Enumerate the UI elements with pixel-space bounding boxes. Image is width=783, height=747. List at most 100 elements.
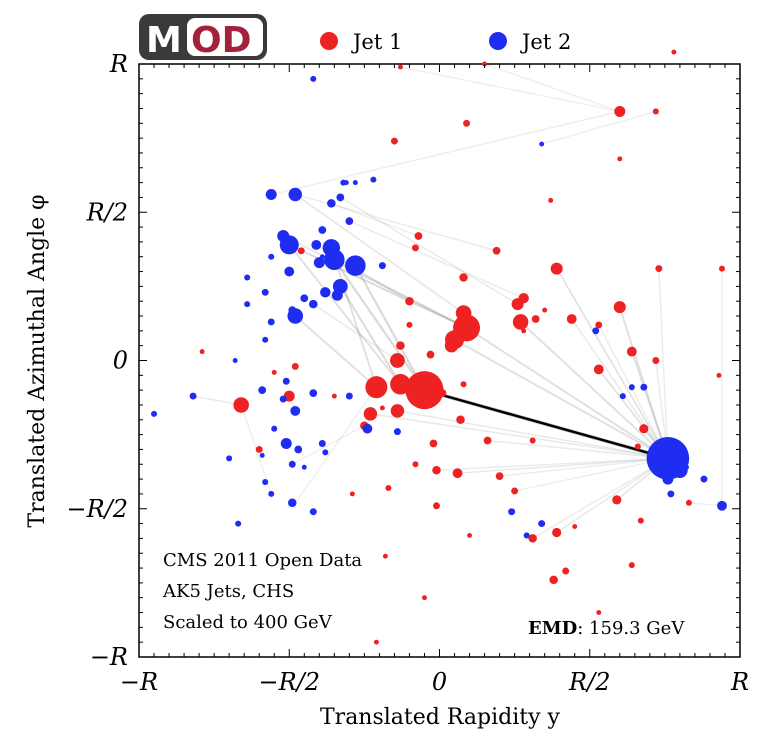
legend-label-jet1: Jet 1 bbox=[351, 30, 402, 54]
annotation-emd: EMD: 159.3 GeV bbox=[528, 618, 685, 639]
particle-jet1-70 bbox=[671, 49, 677, 55]
transport-link-5 bbox=[339, 285, 402, 386]
particle-jet1-83 bbox=[379, 405, 385, 411]
transport-link-26 bbox=[658, 267, 669, 460]
x-tick-label-2: 0 bbox=[432, 668, 447, 696]
transport-link-18 bbox=[555, 457, 669, 534]
particle-jet1-8 bbox=[390, 353, 405, 368]
transport-link-4 bbox=[294, 315, 378, 389]
particle-jet2-47 bbox=[538, 520, 546, 528]
leading-transport-link bbox=[424, 388, 669, 460]
particle-jet2-67 bbox=[682, 464, 689, 471]
particle-jet2-35 bbox=[282, 377, 290, 385]
particle-jet2-37 bbox=[318, 440, 326, 447]
transport-link-33 bbox=[282, 235, 468, 329]
particle-jet1-63 bbox=[406, 321, 413, 328]
particle-jet2-11 bbox=[313, 257, 325, 269]
particle-jet2-15 bbox=[653, 446, 665, 458]
particle-jet2-12 bbox=[331, 289, 343, 301]
transport-link-35 bbox=[339, 196, 519, 305]
transport-link-34 bbox=[270, 110, 621, 196]
transport-link-40 bbox=[294, 386, 378, 504]
particle-jet2-55 bbox=[244, 301, 251, 308]
particle-jet2-41 bbox=[378, 262, 386, 270]
particle-jet1-40 bbox=[438, 389, 447, 398]
transport-link-3 bbox=[330, 246, 378, 389]
particle-jet1-71 bbox=[596, 610, 602, 615]
particle-jet2-59 bbox=[226, 455, 233, 462]
particle-jet1-26 bbox=[528, 534, 537, 543]
y-tick-label-2: 0 bbox=[113, 347, 128, 375]
legend-marker-jet1 bbox=[320, 32, 338, 50]
particle-jet2-22 bbox=[327, 199, 336, 208]
annotation-jets: AK5 Jets, CHS bbox=[162, 581, 294, 602]
particle-jet2-38 bbox=[189, 392, 197, 400]
particle-jet1-81 bbox=[716, 372, 722, 378]
y-tick-label-0: R bbox=[109, 50, 128, 78]
particle-jet1-29 bbox=[396, 341, 405, 350]
particle-jet1-28 bbox=[459, 273, 468, 282]
particle-jet2-16 bbox=[320, 287, 331, 298]
particle-jet2-36 bbox=[288, 460, 296, 468]
particle-jet1-13 bbox=[550, 262, 563, 275]
particle-jet2-21 bbox=[717, 500, 727, 511]
particles bbox=[151, 49, 727, 645]
transport-link-9 bbox=[465, 326, 669, 460]
particle-jet1-65 bbox=[397, 64, 403, 70]
particle-jet2-2 bbox=[345, 255, 366, 276]
transport-link-10 bbox=[453, 338, 669, 460]
transport-link-50 bbox=[498, 457, 669, 477]
x-axis-label-text: Translated Rapidity y bbox=[320, 705, 561, 730]
transport-link-31 bbox=[312, 303, 399, 362]
transport-link-46 bbox=[330, 202, 420, 237]
particle-jet1-34 bbox=[429, 439, 438, 448]
particle-jet1-69 bbox=[199, 349, 205, 355]
particle-jet2-24 bbox=[287, 498, 297, 508]
particle-jet1-76 bbox=[542, 307, 548, 313]
particle-jet2-42 bbox=[345, 392, 353, 400]
y-axis-label: Translated Azimuthal Angle φ bbox=[25, 194, 50, 527]
particle-jet1-79 bbox=[572, 524, 578, 529]
particle-jet2-73 bbox=[259, 452, 265, 458]
particle-jet1-45 bbox=[511, 487, 519, 495]
particle-jet1-21 bbox=[593, 364, 604, 375]
particle-jet1-2 bbox=[365, 376, 388, 399]
particle-jet1-11 bbox=[444, 338, 459, 353]
particle-jet1-36 bbox=[483, 436, 492, 445]
particle-jet2-17 bbox=[311, 239, 322, 250]
particle-jet1-3 bbox=[390, 373, 411, 395]
particle-jet2-18 bbox=[284, 266, 295, 277]
particle-jet1-82 bbox=[467, 532, 473, 538]
particle-jet1-80 bbox=[521, 328, 527, 334]
particle-jet2-10 bbox=[265, 188, 277, 200]
x-tick-label-1: −R/2 bbox=[258, 668, 320, 696]
particle-jet2-14 bbox=[662, 473, 674, 485]
particle-jet1-27 bbox=[549, 575, 558, 585]
particle-jet2-45 bbox=[640, 383, 648, 391]
particle-jet1-37 bbox=[531, 315, 540, 323]
x-tick-label-0: −R bbox=[120, 668, 158, 696]
particle-jet2-30 bbox=[258, 386, 267, 395]
particle-jet1-62 bbox=[685, 499, 692, 506]
logo-text-right: OD bbox=[191, 20, 252, 61]
particle-jet2-31 bbox=[294, 445, 303, 454]
particle-jet1-60 bbox=[652, 108, 659, 115]
legend-label-jet2: Jet 2 bbox=[520, 30, 571, 54]
particle-jet2-66 bbox=[628, 384, 635, 391]
particle-jet1-25 bbox=[552, 527, 562, 538]
particle-jet1-24 bbox=[612, 495, 622, 505]
particle-jet2-74 bbox=[301, 464, 307, 470]
particle-jet2-25 bbox=[336, 193, 345, 202]
transport-link-21 bbox=[369, 413, 669, 460]
particle-jet2-65 bbox=[619, 393, 626, 400]
particle-jet1-74 bbox=[382, 553, 388, 559]
particle-jet1-42 bbox=[433, 502, 440, 510]
particle-jet2-72 bbox=[232, 358, 238, 363]
particle-jet2-29 bbox=[300, 294, 309, 303]
axis-ticks bbox=[138, 63, 741, 658]
particle-jet1-58 bbox=[529, 437, 536, 444]
particle-jet2-70 bbox=[352, 180, 358, 186]
particle-jet1-64 bbox=[460, 381, 467, 388]
particle-jet1-50 bbox=[463, 119, 471, 127]
transport-link-6 bbox=[288, 243, 402, 386]
